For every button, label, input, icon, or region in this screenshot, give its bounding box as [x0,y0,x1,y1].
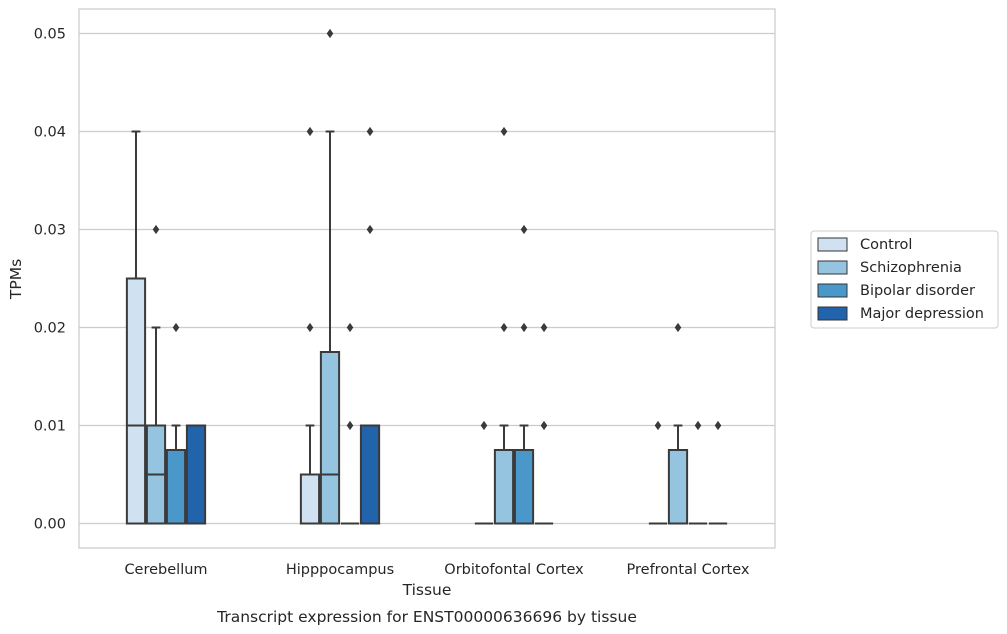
outlier-point [520,322,528,333]
outlier-point [714,420,722,431]
box-iqr [667,449,689,525]
outlier-point [520,224,528,235]
box-bipolar-disorder [340,322,360,525]
box-iqr [513,449,535,525]
y-axis-title: TPMs [7,259,25,300]
box-control [648,420,668,525]
outlier-point [306,126,314,137]
box-major-depression [534,322,554,525]
box-bipolar-disorder [513,224,535,525]
y-tick-label: 0.02 [34,321,66,337]
box-iqr [125,277,147,525]
outlier-point [694,420,702,431]
outlier-point [346,322,354,333]
box-major-depression [359,126,381,525]
chart-caption: Transcript expression for ENST0000063669… [216,608,637,626]
box-iqr [319,351,341,525]
box-iqr [185,424,207,525]
box-schizophrenia [493,126,515,525]
legend-label: Major depression [860,306,984,322]
box-schizophrenia [145,224,167,525]
outlier-point [500,126,508,137]
box-major-depression [185,424,207,525]
plot-frame [78,8,776,549]
x-tick-labels: Cerebellum Hipppocampus Orbitofontal Corte… [124,562,749,578]
box-iqr [165,449,187,525]
box-control [474,420,494,525]
outlier-point [366,224,374,235]
y-tick-label: 0.03 [34,223,66,239]
outlier-point [306,322,314,333]
box-iqr [493,449,515,525]
y-tick-label: 0.01 [34,419,66,435]
y-tick-labels: 0.00 0.01 0.02 0.03 0.04 0.05 [34,27,66,533]
outlier-point [480,420,488,431]
legend: Control Schizophrenia Bipolar disorder Majo… [810,230,999,329]
x-tick-label: Orbitofontal Cortex [444,562,584,578]
outlier-point [654,420,662,431]
outlier-point [366,126,374,137]
box-schizophrenia [319,28,341,525]
legend-label: Bipolar disorder [860,283,975,299]
legend-label: Schizophrenia [860,260,962,276]
x-tick-label: Cerebellum [124,562,207,578]
x-tick-label: Prefrontal Cortex [627,562,750,578]
outlier-point [540,322,548,333]
legend-swatch [817,237,848,252]
legend-swatch [817,306,848,321]
box-bipolar-disorder [165,322,187,525]
box-major-depression [708,420,728,525]
box-control [299,126,321,525]
outlier-point [326,28,334,39]
box-iqr [359,424,381,525]
outlier-point [152,224,160,235]
legend-swatch [817,283,848,298]
y-tick-label: 0.05 [34,27,66,43]
outlier-point [540,420,548,431]
x-axis-title: Tissue [402,581,452,599]
y-tick-label: 0.04 [34,125,66,141]
y-tick-label: 0.00 [34,517,66,533]
legend-swatch [817,260,848,275]
x-tick-label: Hipppocampus [286,562,394,578]
outlier-point [500,322,508,333]
box-control [125,130,147,525]
box-schizophrenia [667,322,689,525]
box-bipolar-disorder [688,420,708,525]
box-iqr [299,473,321,525]
outlier-point [674,322,682,333]
boxes [125,28,728,525]
legend-frame [810,230,999,329]
legend-label: Control [860,237,912,253]
outlier-point [346,420,354,431]
outlier-point [172,322,180,333]
